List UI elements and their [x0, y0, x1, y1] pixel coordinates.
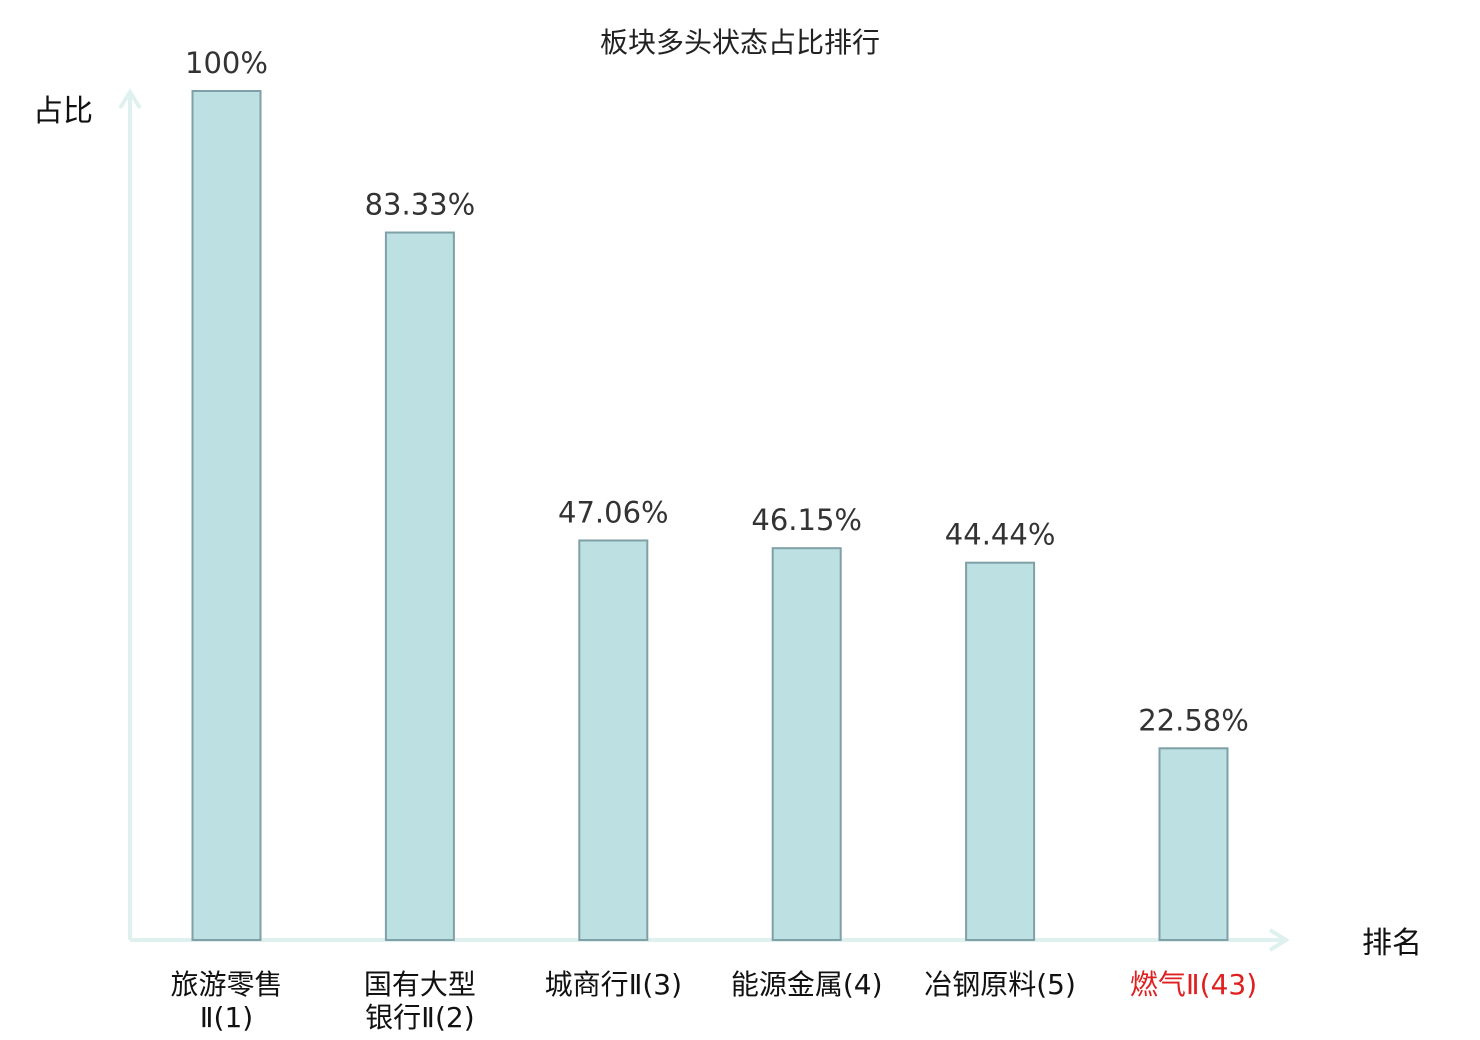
chart-title: 板块多头状态占比排行 [600, 26, 880, 59]
category-label-5: 冶钢原料(5) [924, 968, 1076, 1001]
category-label-4: 能源金属(4) [731, 968, 883, 1001]
value-label-2: 83.33% [365, 188, 476, 222]
value-label-1: 100% [185, 46, 268, 80]
value-label-6: 22.58% [1138, 703, 1249, 737]
bar-1 [191, 90, 262, 941]
value-label-3: 47.06% [558, 495, 669, 529]
x-axis-label: 排名 [1362, 926, 1422, 961]
category-label-2: 国有大型银行Ⅱ(2) [364, 968, 476, 1034]
bar-5 [965, 561, 1036, 941]
x-axis [130, 928, 1290, 952]
bar-2 [384, 231, 455, 941]
category-label-3: 城商行Ⅱ(3) [545, 968, 682, 1001]
bar-4 [771, 547, 842, 942]
y-axis [118, 88, 142, 940]
value-label-4: 46.15% [751, 503, 862, 537]
category-label-6: 燃气Ⅱ(43) [1130, 968, 1257, 1001]
y-axis-label: 占比 [33, 94, 93, 129]
bar-3 [578, 539, 649, 941]
category-label-1: 旅游零售 Ⅱ(1) [170, 968, 282, 1034]
x-axis-arrow [1268, 928, 1290, 952]
value-label-5: 44.44% [945, 518, 1056, 552]
bars-group [191, 90, 1229, 942]
bar-6 [1158, 747, 1229, 941]
category-labels-group: 旅游零售 Ⅱ(1) 国有大型银行Ⅱ(2) 城商行Ⅱ(3) 能源金属(4) 冶钢原料(5) 燃… [170, 968, 1257, 1034]
y-axis-arrow [118, 88, 142, 110]
value-labels-group: 100% 83.33% 47.06% 46.15% 44.44% 22.58% [185, 46, 1249, 737]
